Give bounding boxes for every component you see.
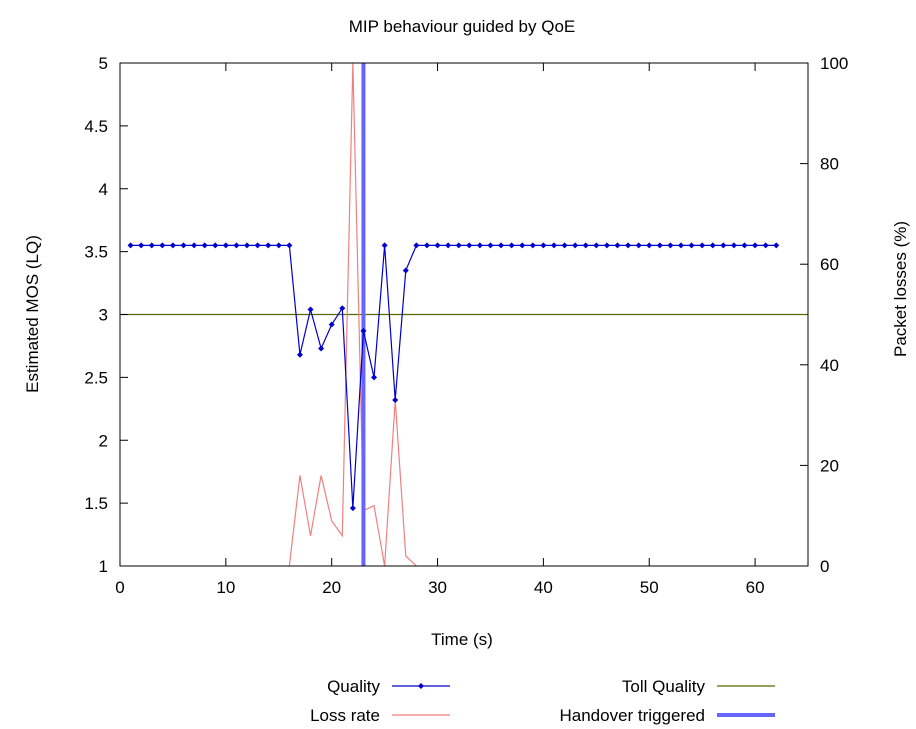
chart-title: MIP behaviour guided by QoE bbox=[349, 17, 576, 36]
quality-point bbox=[254, 242, 261, 249]
quality-point bbox=[413, 242, 420, 249]
quality-point bbox=[508, 242, 515, 249]
quality-point bbox=[519, 242, 526, 249]
y2-tick-label: 40 bbox=[820, 356, 839, 375]
y2-tick-label: 80 bbox=[820, 155, 839, 174]
quality-point bbox=[487, 242, 494, 249]
quality-point bbox=[752, 242, 759, 249]
quality-point bbox=[371, 374, 378, 381]
quality-point bbox=[455, 242, 462, 249]
quality-point bbox=[741, 242, 748, 249]
x-tick-label: 10 bbox=[216, 578, 235, 597]
quality-point bbox=[550, 242, 557, 249]
quality-point bbox=[265, 242, 272, 249]
quality-point bbox=[646, 242, 653, 249]
x-tick-label: 0 bbox=[115, 578, 124, 597]
quality-point bbox=[328, 321, 335, 328]
quality-point bbox=[381, 242, 388, 249]
axes: 0 10 20 30 40 50 6011.522.533.544.550204060801… bbox=[84, 54, 848, 597]
legend-label: Handover triggered bbox=[559, 706, 705, 725]
x-tick-label: 40 bbox=[534, 578, 553, 597]
y-tick-label: 3.5 bbox=[84, 243, 108, 262]
quality-point bbox=[635, 242, 642, 249]
quality-point bbox=[138, 242, 145, 249]
quality-point bbox=[561, 242, 568, 249]
quality-point bbox=[466, 242, 473, 249]
quality-point bbox=[423, 242, 430, 249]
legend-marker bbox=[418, 683, 424, 689]
quality-point bbox=[688, 242, 695, 249]
y-tick-label: 2 bbox=[99, 431, 108, 450]
quality-point bbox=[529, 242, 536, 249]
quality-point bbox=[667, 242, 674, 249]
quality-point bbox=[212, 242, 219, 249]
y2-axis-label: Packet losses (%) bbox=[891, 221, 910, 357]
y2-tick-label: 60 bbox=[820, 255, 839, 274]
quality-point bbox=[603, 242, 610, 249]
quality-point bbox=[244, 242, 251, 249]
quality-point bbox=[318, 345, 325, 352]
y2-tick-label: 20 bbox=[820, 456, 839, 475]
legend-label: Loss rate bbox=[310, 706, 380, 725]
quality-point bbox=[159, 242, 166, 249]
quality-point bbox=[582, 242, 589, 249]
quality-point bbox=[296, 351, 303, 358]
quality-point bbox=[540, 242, 547, 249]
y-tick-label: 5 bbox=[99, 54, 108, 73]
quality-point bbox=[434, 242, 441, 249]
quality-point bbox=[392, 397, 399, 404]
quality-point bbox=[286, 242, 293, 249]
quality-point bbox=[233, 242, 240, 249]
quality-point bbox=[677, 242, 684, 249]
quality-point bbox=[169, 242, 176, 249]
quality-point bbox=[275, 242, 282, 249]
quality-point bbox=[445, 242, 452, 249]
quality-point bbox=[720, 242, 727, 249]
quality-point bbox=[402, 267, 409, 274]
quality-point bbox=[180, 242, 187, 249]
quality-point bbox=[656, 242, 663, 249]
quality-point bbox=[191, 242, 198, 249]
y2-tick-label: 100 bbox=[820, 54, 848, 73]
y-tick-label: 1.5 bbox=[84, 494, 108, 513]
quality-point bbox=[360, 327, 367, 334]
quality-point bbox=[773, 242, 780, 249]
quality-point bbox=[699, 242, 706, 249]
quality-point bbox=[762, 242, 769, 249]
y2-tick-label: 0 bbox=[820, 557, 829, 576]
legend-label: Quality bbox=[327, 677, 380, 696]
quality-point bbox=[572, 242, 579, 249]
y-tick-label: 1 bbox=[99, 557, 108, 576]
y-tick-label: 3 bbox=[99, 306, 108, 325]
x-tick-label: 60 bbox=[746, 578, 765, 597]
quality-point bbox=[593, 242, 600, 249]
legend: Quality Loss rate Toll Quality Handover tri… bbox=[310, 677, 775, 725]
quality-point bbox=[307, 306, 314, 313]
quality-point bbox=[339, 305, 346, 312]
quality-point bbox=[201, 242, 208, 249]
x-tick-label: 20 bbox=[322, 578, 341, 597]
plot-series bbox=[120, 63, 808, 566]
quality-point bbox=[127, 242, 134, 249]
quality-point bbox=[730, 242, 737, 249]
quality-point bbox=[476, 242, 483, 249]
x-axis-label: Time (s) bbox=[431, 630, 493, 649]
y-tick-label: 4.5 bbox=[84, 117, 108, 136]
legend-label: Toll Quality bbox=[622, 677, 706, 696]
y-tick-label: 2.5 bbox=[84, 368, 108, 387]
y-axis-label: Estimated MOS (LQ) bbox=[23, 235, 42, 393]
quality-point bbox=[148, 242, 155, 249]
y-tick-label: 4 bbox=[99, 180, 108, 199]
quality-point bbox=[709, 242, 716, 249]
quality-point bbox=[222, 242, 229, 249]
x-tick-label: 50 bbox=[640, 578, 659, 597]
quality-point bbox=[614, 242, 621, 249]
x-tick-label: 30 bbox=[428, 578, 447, 597]
plot-area bbox=[120, 63, 808, 566]
quality-point bbox=[625, 242, 632, 249]
quality-point bbox=[349, 505, 356, 512]
quality-line bbox=[130, 244, 777, 509]
quality-point bbox=[498, 242, 505, 249]
